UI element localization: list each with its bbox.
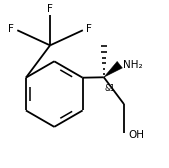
Text: F: F bbox=[86, 24, 92, 34]
Text: F: F bbox=[47, 4, 53, 14]
Text: &1: &1 bbox=[105, 84, 115, 93]
Text: NH₂: NH₂ bbox=[123, 60, 143, 70]
Text: OH: OH bbox=[128, 130, 144, 140]
Polygon shape bbox=[104, 61, 122, 77]
Text: F: F bbox=[8, 24, 14, 34]
